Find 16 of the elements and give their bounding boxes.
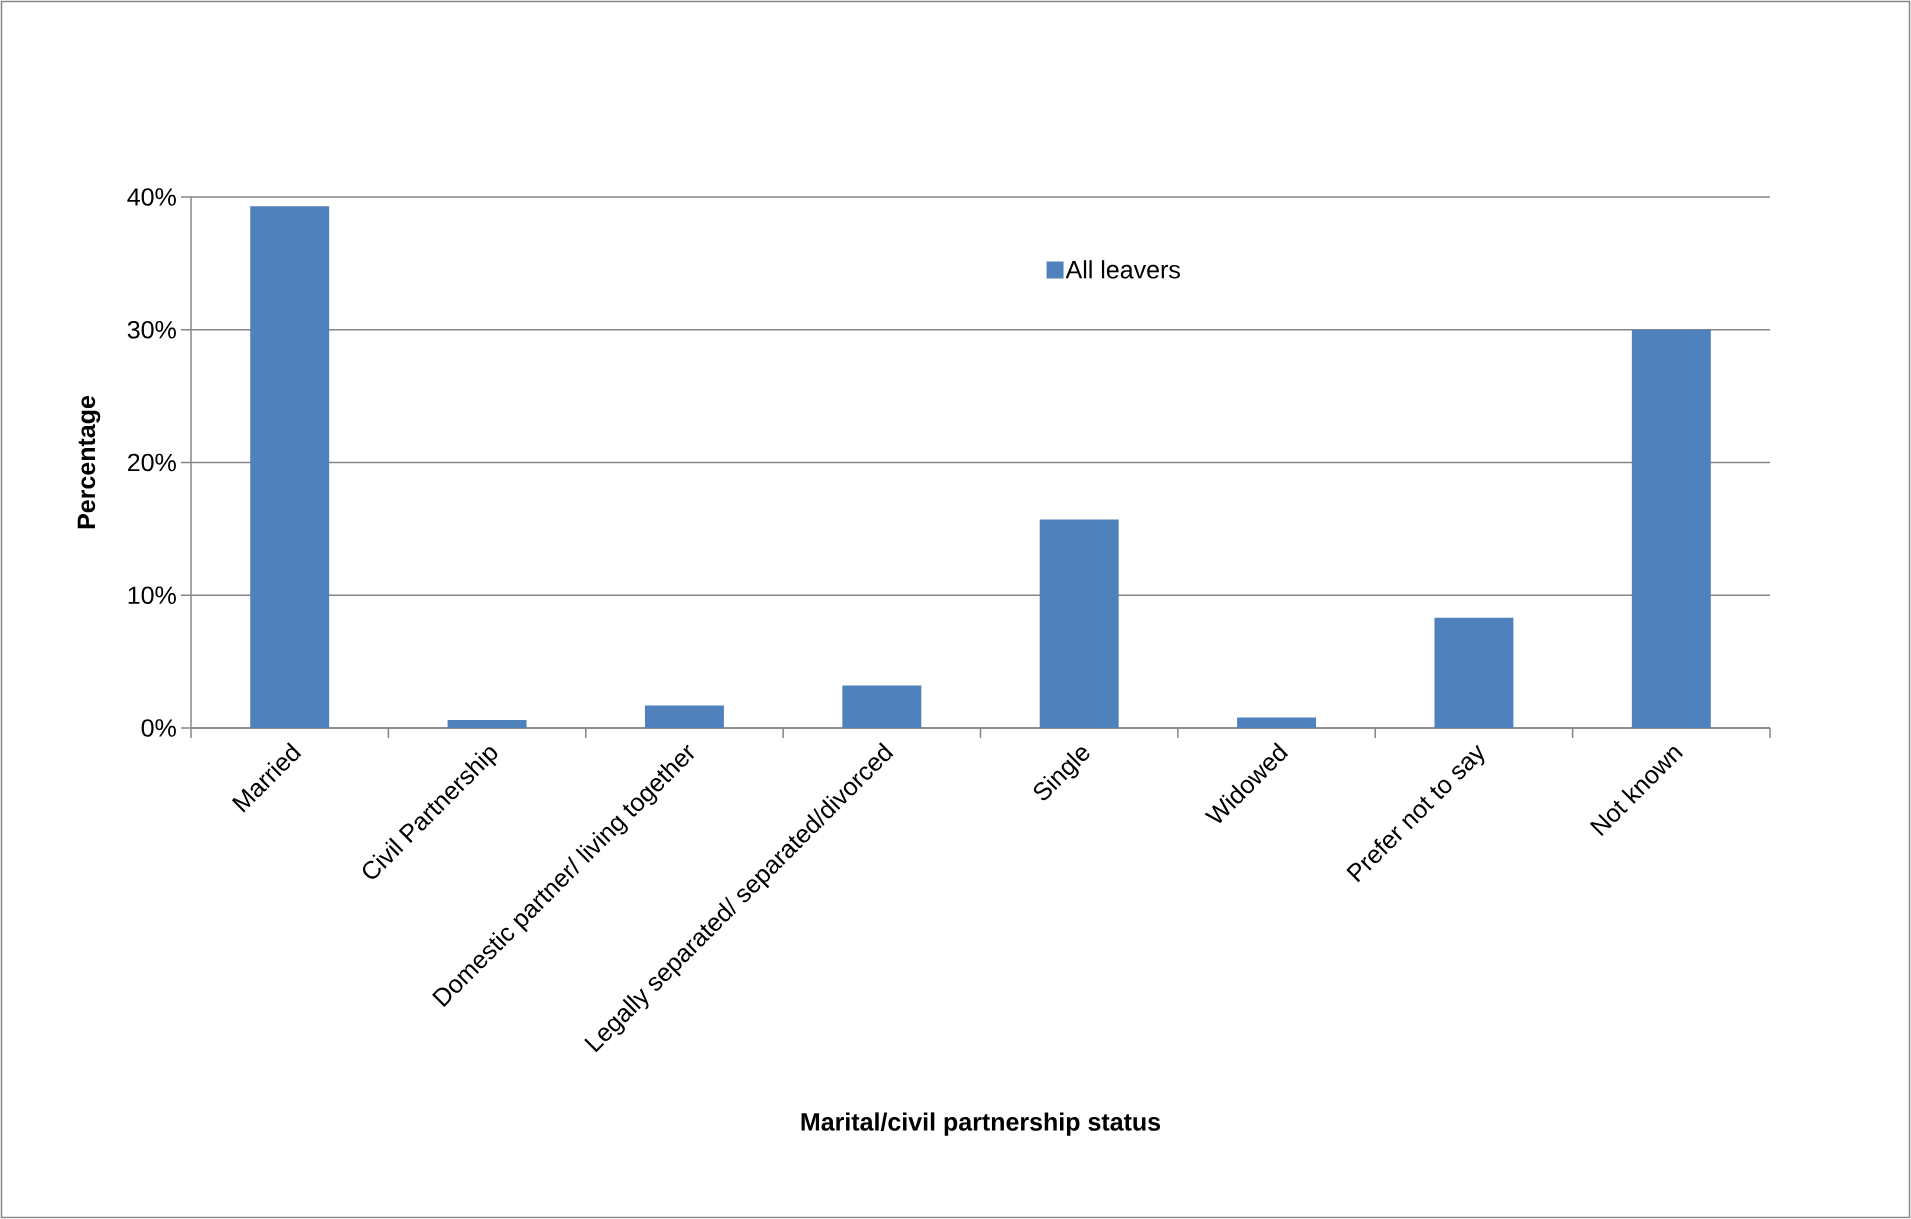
bar bbox=[1434, 617, 1514, 728]
y-axis-title: Percentage bbox=[77, 395, 101, 529]
bar bbox=[1631, 329, 1711, 728]
y-tick-label: 0% bbox=[141, 719, 176, 737]
bar bbox=[1237, 717, 1317, 728]
bar bbox=[644, 705, 724, 728]
bar bbox=[447, 720, 527, 728]
bar bbox=[250, 206, 330, 728]
y-tick-label: 40% bbox=[127, 188, 176, 206]
legend-label: All leavers bbox=[1065, 260, 1180, 279]
x-axis-title: Marital/civil partnership status bbox=[801, 1112, 1161, 1136]
y-tick-label: 10% bbox=[128, 586, 176, 605]
y-tick-label: 20% bbox=[128, 453, 176, 472]
bar bbox=[1039, 519, 1119, 728]
bar bbox=[842, 685, 922, 728]
y-tick-label: 30% bbox=[127, 320, 176, 339]
